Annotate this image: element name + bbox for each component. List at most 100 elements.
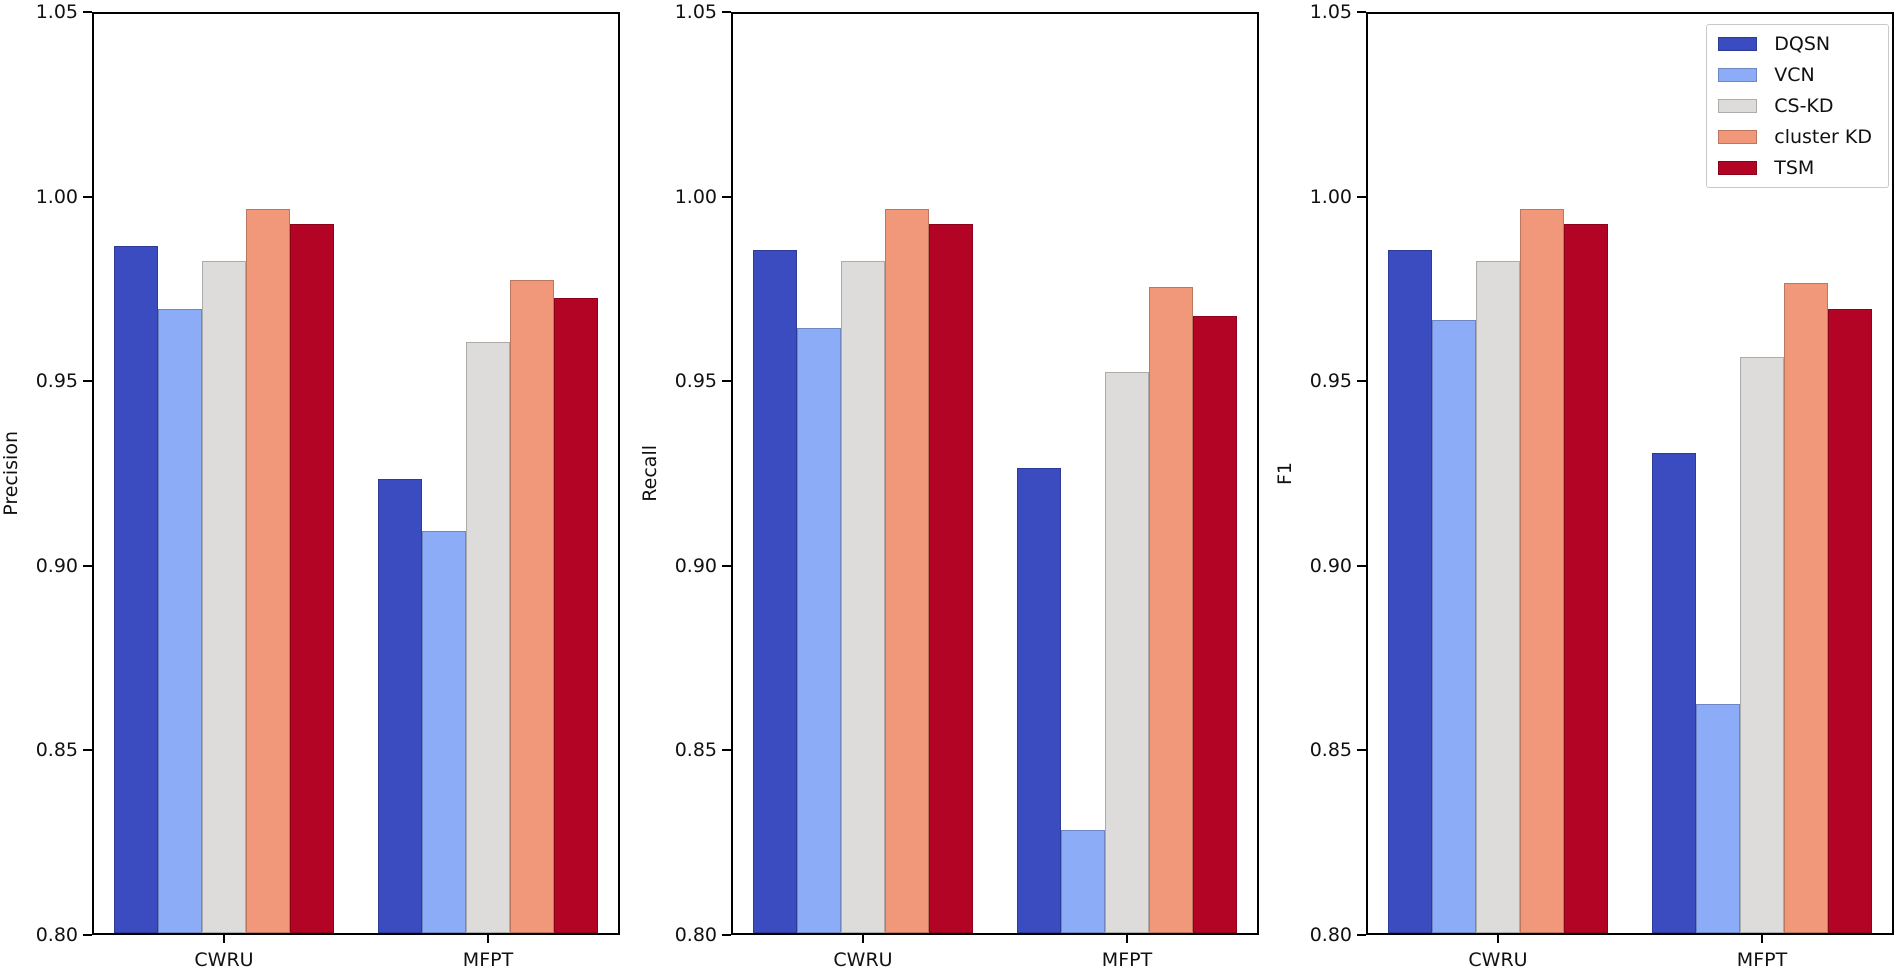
legend: DQSN VCN CS-KD cluster KD TSM bbox=[1706, 24, 1889, 188]
legend-swatch-dqsn-icon bbox=[1718, 37, 1758, 51]
bar-cluster-kd-cwru bbox=[885, 209, 929, 933]
bar-tsm-cwru bbox=[290, 224, 334, 933]
bar-cs-kd-cwru bbox=[1476, 261, 1520, 933]
x-tick-mark bbox=[1126, 935, 1128, 943]
y-tick-mark bbox=[83, 11, 92, 13]
bar-dqsn-mfpt bbox=[1652, 453, 1696, 933]
y-tick-label: 0.80 bbox=[1309, 924, 1352, 946]
x-tick-mark bbox=[862, 935, 864, 943]
y-tick-mark bbox=[722, 195, 731, 198]
x-tick-label-cwru: CWRU bbox=[1468, 949, 1528, 971]
y-tick-mark bbox=[1357, 934, 1366, 936]
bar-cs-kd-cwru bbox=[841, 261, 885, 933]
bar-cluster-kd-mfpt bbox=[1784, 283, 1828, 933]
y-tick-label: 0.85 bbox=[674, 739, 717, 762]
bar-cluster-kd-cwru bbox=[246, 209, 290, 933]
y-tick-mark bbox=[83, 564, 92, 567]
x-tick-mark bbox=[1497, 935, 1499, 943]
y-tick-mark bbox=[722, 934, 731, 936]
subplot-precision: Precision 0.80 0.85 0.90 0.95 1.00 1.05 CWRU MFP… bbox=[0, 1, 620, 971]
bar-cs-kd-mfpt bbox=[1740, 357, 1784, 933]
y-tick-label: 0.90 bbox=[1309, 554, 1352, 577]
y-tick-label: 0.95 bbox=[35, 370, 78, 393]
y-tick-mark bbox=[83, 195, 92, 198]
y-tick-mark bbox=[1357, 11, 1366, 13]
legend-item-dqsn: DQSN bbox=[1718, 33, 1872, 55]
x-tick-mark bbox=[223, 935, 225, 943]
bar-dqsn-cwru bbox=[753, 249, 797, 933]
bar-cluster-kd-mfpt bbox=[510, 279, 554, 933]
x-tick-mark bbox=[487, 935, 489, 943]
y-tick-mark bbox=[1357, 749, 1366, 752]
y-tick-mark bbox=[1357, 195, 1366, 198]
subplot-recall: Recall 0.80 0.85 0.90 0.95 1.00 1.05 CWRU MFPT bbox=[639, 1, 1259, 971]
y-tick-label: 0.80 bbox=[35, 924, 78, 946]
legend-label: VCN bbox=[1774, 64, 1815, 86]
plot-area bbox=[731, 12, 1259, 935]
legend-swatch-tsm-icon bbox=[1718, 161, 1758, 175]
bar-tsm-mfpt bbox=[554, 297, 598, 933]
legend-item-vcn: VCN bbox=[1718, 64, 1872, 86]
x-tick-label-mfpt: MFPT bbox=[462, 949, 514, 971]
legend-item-tsm: TSM bbox=[1718, 157, 1872, 179]
legend-label: DQSN bbox=[1774, 33, 1831, 55]
y-tick-mark bbox=[722, 380, 731, 383]
legend-label: cluster KD bbox=[1774, 126, 1872, 148]
x-tick-mark bbox=[1761, 935, 1763, 943]
y-tick-mark bbox=[722, 564, 731, 567]
y-tick-mark bbox=[1357, 380, 1366, 383]
y-tick-mark bbox=[83, 749, 92, 752]
subplot-f1: F1 DQSN VCN CS-KD cluster KD TSM 0.80 0.85 0.90 0… bbox=[1274, 1, 1894, 971]
bar-cs-kd-mfpt bbox=[466, 342, 510, 933]
y-tick-label: 1.00 bbox=[1309, 185, 1352, 208]
legend-item-cluster-kd: cluster KD bbox=[1718, 126, 1872, 148]
bar-cs-kd-mfpt bbox=[1105, 371, 1149, 933]
y-axis-title: F1 bbox=[1274, 461, 1296, 486]
legend-item-cs-kd: CS-KD bbox=[1718, 95, 1872, 117]
bar-vcn-mfpt bbox=[1061, 829, 1105, 933]
y-axis-title-wrap: F1 bbox=[1272, 12, 1298, 935]
bar-cluster-kd-cwru bbox=[1520, 209, 1564, 933]
y-tick-label: 0.95 bbox=[1309, 370, 1352, 393]
bar-dqsn-cwru bbox=[114, 246, 158, 933]
legend-swatch-vcn-icon bbox=[1718, 68, 1758, 82]
y-tick-mark bbox=[722, 11, 731, 13]
y-tick-label: 1.00 bbox=[35, 185, 78, 208]
bar-cluster-kd-mfpt bbox=[1149, 286, 1193, 933]
bar-vcn-cwru bbox=[1432, 320, 1476, 933]
y-axis-title-wrap: Recall bbox=[637, 12, 663, 935]
legend-swatch-cs-kd-icon bbox=[1718, 99, 1758, 113]
y-tick-mark bbox=[83, 934, 92, 936]
y-tick-label: 0.95 bbox=[674, 370, 717, 393]
x-tick-label-cwru: CWRU bbox=[833, 949, 893, 971]
y-tick-label: 0.90 bbox=[35, 554, 78, 577]
bar-tsm-mfpt bbox=[1193, 316, 1237, 933]
bar-vcn-cwru bbox=[158, 309, 202, 933]
x-tick-label-mfpt: MFPT bbox=[1736, 949, 1788, 971]
bar-vcn-mfpt bbox=[422, 530, 466, 933]
y-tick-label: 1.05 bbox=[1309, 1, 1352, 23]
bar-tsm-mfpt bbox=[1828, 309, 1872, 933]
y-tick-label: 0.85 bbox=[35, 739, 78, 762]
y-tick-mark bbox=[1357, 564, 1366, 567]
plot-area: DQSN VCN CS-KD cluster KD TSM bbox=[1366, 12, 1894, 935]
y-tick-label: 0.90 bbox=[674, 554, 717, 577]
y-tick-mark bbox=[83, 380, 92, 383]
legend-swatch-cluster-kd-icon bbox=[1718, 130, 1758, 144]
bar-vcn-mfpt bbox=[1696, 704, 1740, 933]
bar-dqsn-mfpt bbox=[1017, 467, 1061, 933]
bar-dqsn-cwru bbox=[1388, 249, 1432, 933]
x-tick-label-mfpt: MFPT bbox=[1101, 949, 1153, 971]
legend-label: TSM bbox=[1774, 157, 1815, 179]
x-tick-label-cwru: CWRU bbox=[194, 949, 254, 971]
plot-area bbox=[92, 12, 620, 935]
bar-tsm-cwru bbox=[929, 224, 973, 933]
y-tick-label: 0.80 bbox=[674, 924, 717, 946]
y-axis-title-wrap: Precision bbox=[0, 12, 24, 935]
legend-label: CS-KD bbox=[1774, 95, 1834, 117]
y-tick-label: 1.05 bbox=[674, 1, 717, 23]
y-axis-title: Recall bbox=[639, 445, 661, 502]
y-tick-label: 1.05 bbox=[35, 1, 78, 23]
bar-dqsn-mfpt bbox=[378, 478, 422, 933]
